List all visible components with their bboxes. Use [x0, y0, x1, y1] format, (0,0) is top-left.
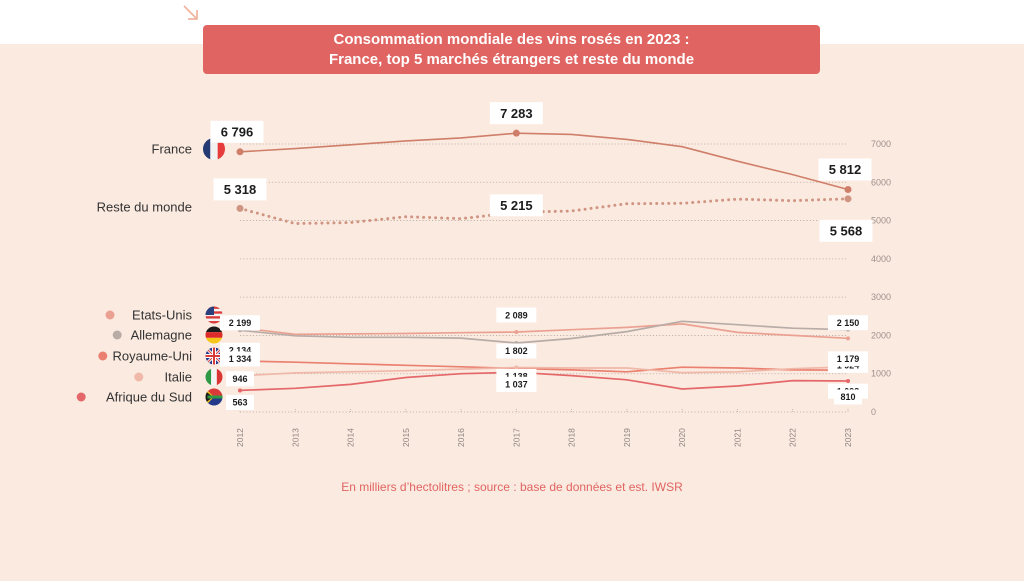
legend-dot-royaume_uni [98, 351, 108, 361]
data-label-etats_unis-2017: 2 089 [505, 310, 528, 320]
data-label-italie-2012: 946 [232, 374, 247, 384]
legend-label-italie: Italie [165, 370, 192, 385]
y-tick-label: 2000 [871, 330, 891, 340]
legend-label-afrique_du_sud: Afrique du Sud [106, 390, 192, 405]
chart-title: Consommation mondiale des vins rosés en … [203, 25, 820, 74]
data-label-france-2023: 5 812 [829, 162, 862, 177]
data-label-etats_unis-2012: 2 199 [229, 318, 252, 328]
data-label-afrique_du_sud-2012: 563 [232, 398, 247, 408]
series-point-reste [844, 195, 852, 203]
italy-flag [205, 368, 223, 386]
data-label-afrique_du_sud-2012-box [226, 394, 254, 410]
series-point-france [236, 148, 244, 156]
data-label-reste-2017-box [489, 194, 543, 217]
legend-dot-afrique_du_sud [76, 392, 86, 402]
x-tick-label: 2020 [677, 428, 687, 447]
series-line-reste [238, 197, 850, 226]
series-point-reste [236, 204, 244, 212]
data-label-afrique_du_sud-2023-box [834, 389, 862, 405]
series-point-afrique_du_sud [846, 378, 850, 383]
usa-flag [205, 306, 223, 324]
data-label-france-2017-box [489, 102, 543, 125]
series-point-etats_unis [514, 330, 519, 335]
y-tick-label: 1000 [871, 369, 891, 379]
south-africa-flag [205, 388, 223, 406]
x-tick-label: 2015 [401, 428, 411, 447]
series-point-france [512, 129, 520, 137]
y-tick-label: 6000 [871, 177, 891, 187]
source-note: En milliers d’hectolitres ; source : bas… [341, 480, 683, 494]
x-tick-label: 2018 [567, 428, 577, 447]
data-label-france-2017: 7 283 [500, 106, 533, 121]
data-label-reste-2023-box [819, 219, 873, 242]
data-label-reste-2012: 5 318 [224, 182, 257, 197]
series-line-afrique_du_sud [239, 371, 849, 392]
data-label-reste-2017: 5 215 [500, 198, 533, 213]
y-tick-label: 4000 [871, 254, 891, 264]
legend-dot-italie [134, 372, 144, 382]
data-label-reste-2012-box [213, 178, 267, 201]
data-label-allemagne-2017-box [496, 343, 537, 359]
data-label-italie-2012-box [226, 371, 254, 387]
series-line-france [239, 132, 849, 191]
legend-label-france: France [152, 142, 192, 157]
series-line-italie [239, 366, 849, 377]
data-label-italie-2023-box [828, 351, 868, 367]
legend-label-etats_unis: Etats-Unis [132, 308, 192, 323]
data-label-reste-2023: 5 568 [830, 224, 863, 239]
series-line-royaume_uni [239, 360, 849, 373]
series-point-afrique_du_sud [238, 388, 242, 393]
data-label-royaume_uni-2012-box [220, 351, 260, 367]
y-tick-label: 0 [871, 407, 876, 417]
uk-flag [205, 347, 223, 365]
legend-label-royaume_uni: Royaume-Uni [113, 349, 193, 364]
x-tick-label: 2023 [843, 428, 853, 447]
data-label-afrique_du_sud-2017-box [496, 376, 537, 392]
data-label-allemagne-2012: 2 134 [229, 346, 252, 356]
france-flag [203, 138, 225, 160]
series-point-italie [514, 365, 519, 370]
series-line-etats_unis [239, 323, 849, 340]
arrow-down-right-icon [183, 5, 198, 20]
data-label-royaume_uni-2012: 1 334 [229, 354, 252, 364]
chart-title-line1: Consommation mondiale des vins rosés en … [333, 30, 690, 48]
data-label-afrique_du_sud-2017: 1 037 [505, 380, 528, 390]
data-label-royaume_uni-2017: 1 138 [505, 372, 528, 382]
data-label-allemagne-2017: 1 802 [505, 346, 528, 356]
data-label-france-2012-box [210, 120, 264, 143]
x-tick-label: 2013 [290, 428, 300, 447]
series-line-allemagne [239, 320, 849, 344]
series-point-france [844, 185, 852, 193]
data-label-allemagne-2023-box [828, 315, 868, 331]
legend-dot-allemagne [112, 330, 122, 340]
x-tick-label: 2019 [622, 428, 632, 447]
x-tick-label: 2014 [346, 428, 356, 447]
data-label-etats_unis-2017-box [496, 307, 537, 323]
legend-label-reste: Reste du monde [97, 200, 192, 215]
legend-label-allemagne: Allemagne [131, 328, 192, 343]
chart-title-line2: France, top 5 marchés étrangers et reste… [328, 50, 695, 68]
data-label-allemagne-2023: 2 150 [837, 318, 860, 328]
y-tick-label: 5000 [871, 216, 891, 226]
data-label-afrique_du_sud-2023: 810 [840, 392, 855, 402]
data-label-france-2012: 6 796 [221, 124, 254, 139]
data-label-france-2023-box [818, 158, 872, 181]
data-label-etats_unis-2012-box [220, 315, 260, 331]
legend-dot-etats_unis [105, 310, 115, 320]
x-tick-label: 2017 [511, 428, 521, 447]
y-tick-label: 3000 [871, 292, 891, 302]
x-tick-label: 2016 [456, 428, 466, 447]
x-tick-label: 2012 [235, 428, 245, 447]
y-tick-label: 7000 [871, 139, 891, 149]
series-point-etats_unis [846, 336, 850, 341]
x-tick-label: 2022 [788, 428, 798, 447]
data-label-italie-2023: 1 179 [837, 354, 860, 364]
germany-flag [205, 326, 223, 344]
x-tick-label: 2021 [732, 428, 742, 447]
